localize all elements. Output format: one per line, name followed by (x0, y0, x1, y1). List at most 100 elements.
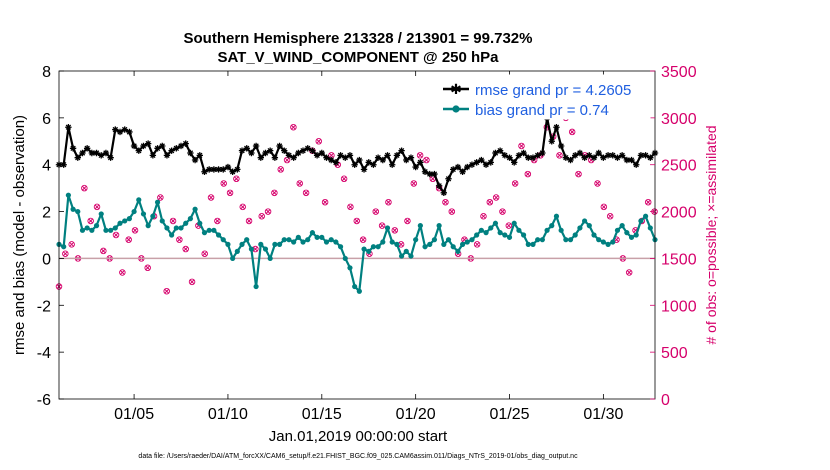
rmse-point (159, 142, 166, 150)
rmse-point (360, 166, 368, 173)
rmse-point (618, 152, 626, 159)
obs-possible-point (340, 175, 348, 183)
obs-assimilated-point (417, 152, 423, 158)
bias-point (450, 244, 456, 250)
obs-assimilated-point (626, 269, 632, 276)
obs-possible-point (201, 250, 208, 257)
plot-frame (58, 70, 656, 400)
rmse-point (393, 152, 401, 159)
bias-point (108, 227, 114, 233)
obs-possible-point (81, 184, 88, 192)
legend-rmse-marker: ✱ (450, 82, 462, 98)
obs-assimilated-point (145, 265, 151, 271)
rmse-point (88, 149, 96, 157)
rmse-point (309, 147, 316, 154)
bias-point (173, 225, 179, 231)
rmse-point (248, 149, 255, 157)
bias-point (361, 246, 367, 252)
obs-possible-point (87, 217, 94, 225)
obs-possible-point (271, 189, 278, 197)
bias-point (286, 237, 292, 243)
rmse-point (205, 166, 213, 173)
rmse-point (140, 142, 147, 150)
rmse-point (182, 140, 189, 147)
bias-point (79, 227, 86, 233)
obs-possible-point (391, 227, 399, 234)
rmse-point (614, 154, 621, 161)
x-tick-label: 01/05 (114, 406, 154, 423)
rmse-point (220, 166, 227, 173)
rmse-point (492, 149, 499, 157)
bias-point (93, 223, 100, 229)
bias-point (197, 220, 203, 226)
obs-assimilated-point (233, 176, 239, 182)
bias-point (352, 283, 358, 290)
bias-point (323, 239, 330, 245)
obs-possible-point (290, 123, 297, 131)
rmse-point (557, 142, 565, 150)
obs-possible-point (239, 203, 246, 211)
rmse-point (271, 154, 279, 161)
rmse-point (581, 154, 588, 161)
y-right-tick-label: 2000 (661, 205, 697, 222)
rmse-point (327, 156, 335, 164)
rmse-point (121, 126, 128, 133)
rmse-point (412, 163, 419, 171)
y-right-tick-label: 1000 (661, 298, 697, 315)
obs-assimilated-point (449, 209, 455, 215)
rmse-point (511, 159, 518, 166)
rmse-point (102, 149, 110, 157)
rmse-point (295, 149, 302, 157)
rmse-point (290, 154, 297, 161)
rmse-point (595, 149, 602, 157)
bias-point (455, 248, 461, 254)
obs-possible-point (315, 138, 323, 145)
rmse-point (365, 159, 372, 166)
bias-point (314, 234, 320, 240)
bias-point (520, 232, 527, 238)
bias-point (380, 239, 386, 245)
bias-point (126, 216, 132, 222)
obs-assimilated-point (113, 232, 119, 238)
obs-possible-point (594, 180, 601, 187)
rmse-point (501, 152, 509, 159)
obs-assimilated-point (607, 213, 613, 219)
rmse-point (187, 149, 194, 157)
bias-point (422, 244, 428, 250)
bias-point (276, 241, 283, 247)
rmse-point (435, 182, 443, 189)
bias-point (75, 208, 81, 215)
obs-possible-point (321, 198, 329, 206)
bias-point (225, 241, 231, 247)
rmse-point (553, 124, 560, 131)
bias-point (577, 225, 583, 231)
obs-possible-point (302, 189, 310, 197)
obs-possible-point (144, 264, 151, 272)
bias-point (403, 248, 409, 254)
bias-point (65, 192, 71, 198)
bias-point (112, 225, 118, 231)
bias-point (366, 248, 372, 254)
bias-point (464, 239, 470, 245)
rmse-point (210, 166, 218, 173)
rmse-point (257, 154, 264, 161)
bias-point (431, 237, 438, 243)
rmse-point (177, 142, 185, 150)
bias-point (497, 230, 503, 236)
bias-point (427, 241, 433, 247)
obs-possible-point (372, 208, 380, 215)
bias-point (70, 206, 76, 212)
bias-point (164, 225, 170, 231)
bias-point (586, 223, 592, 229)
rmse-point (276, 142, 283, 150)
bias-point (201, 230, 208, 236)
bias-point (582, 218, 588, 224)
bias-point (215, 232, 222, 238)
obs-possible-point (556, 152, 563, 159)
obs-assimilated-point (430, 176, 436, 182)
obs-assimilated-point (240, 204, 246, 210)
obs-assimilated-point (202, 251, 208, 257)
y-axis-label: rmse and bias (model - observation) (11, 115, 28, 355)
bias-point (169, 232, 175, 238)
footnote: data file: /Users/raeder/DAI/ATM_forcXX/… (138, 453, 578, 460)
